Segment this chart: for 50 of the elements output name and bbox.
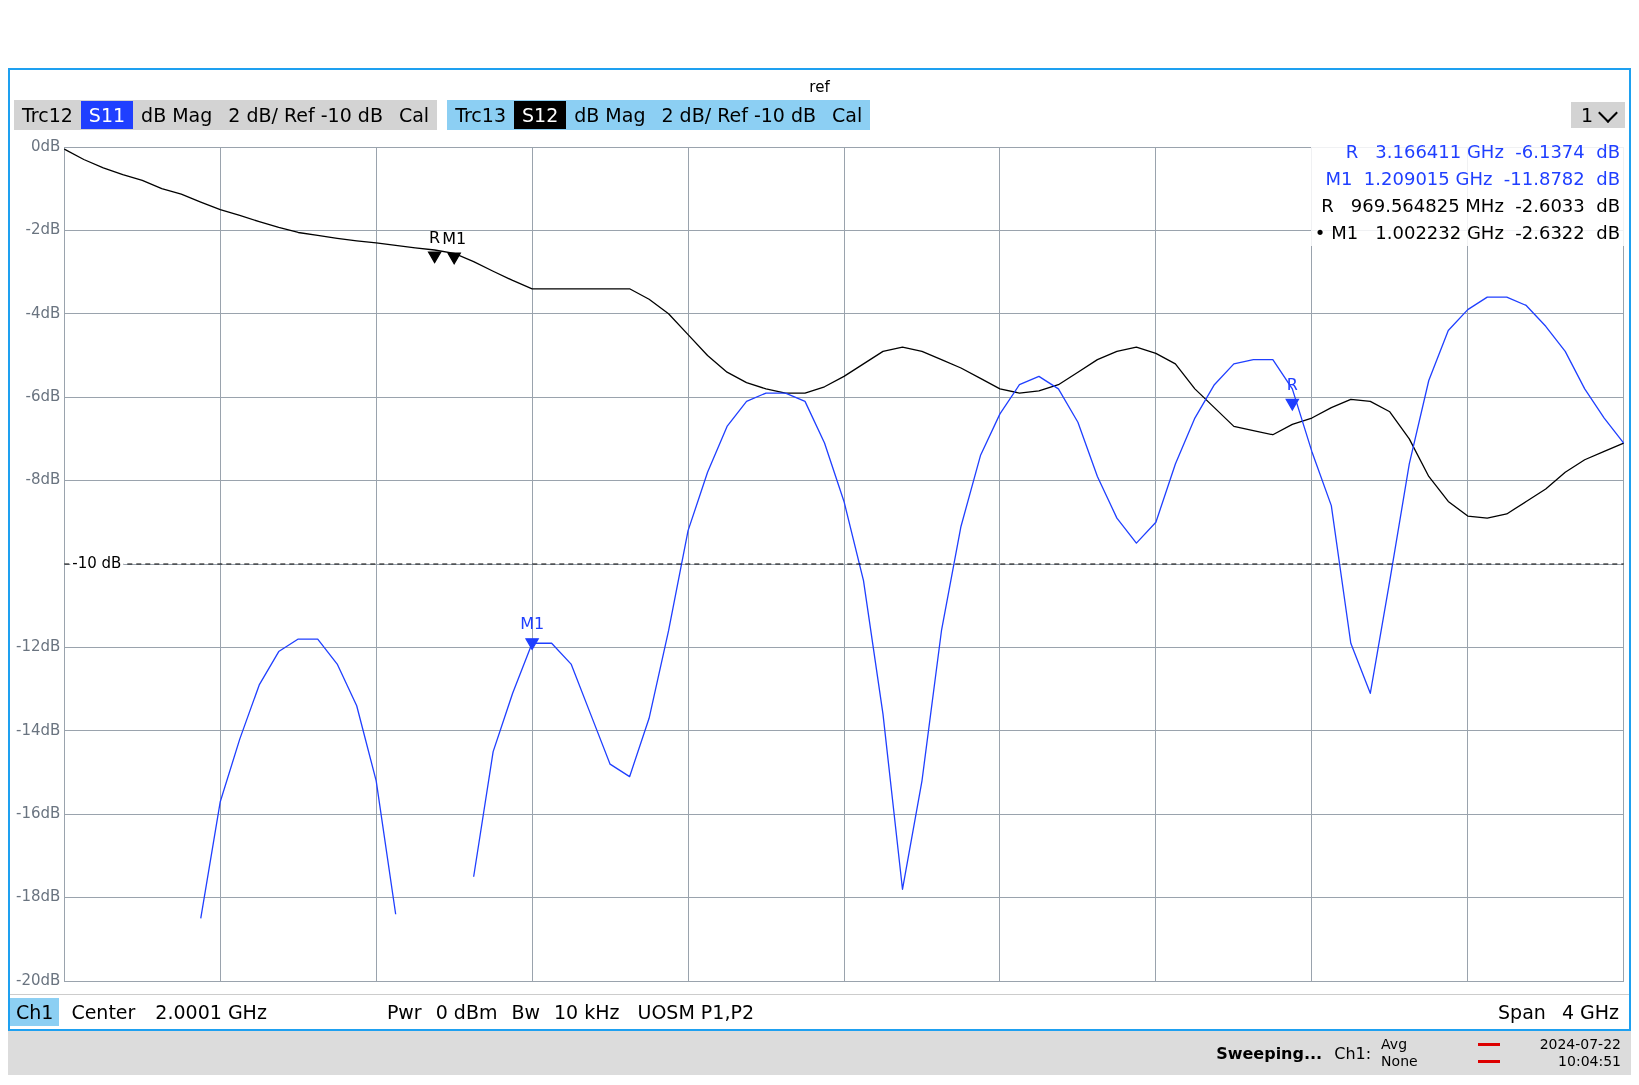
text: Cal: [397, 104, 431, 126]
y-tick-label: -6dB: [25, 387, 61, 406]
text: 10:04:51: [1558, 1053, 1621, 1070]
text: 2 dB/ Ref -10 dB: [660, 104, 818, 126]
text: Ch1:: [1334, 1043, 1372, 1063]
y-tick-label: -20dB: [16, 970, 61, 989]
text: Avg: [1381, 1036, 1409, 1053]
text: Sweeping...: [1216, 1043, 1323, 1063]
y-tick-label: -14dB: [16, 720, 61, 739]
text: Center: [71, 1001, 136, 1023]
text: Trc12: [21, 104, 74, 126]
point: [525, 638, 539, 650]
text: Bw: [511, 1001, 540, 1023]
text: None: [1381, 1053, 1418, 1070]
text: 2.0001 GHz: [155, 1001, 267, 1023]
text: Ch1: [10, 998, 60, 1026]
y-tick-label: -12dB: [16, 637, 61, 656]
annotation: R 3.166411 GHz -6.1374 dB: [1344, 140, 1620, 164]
text: 0 dBm: [435, 1001, 498, 1023]
text: 2 dB/ Ref -10 dB: [227, 104, 384, 126]
ref-line-label: -10 dB: [72, 553, 122, 572]
text: 1: [1580, 104, 1593, 126]
y-tick-label: -4dB: [25, 303, 61, 322]
data-label: R: [429, 227, 441, 247]
text: UOSM P1,P2: [637, 1001, 754, 1023]
text: Pwr: [386, 1001, 422, 1023]
annotation: • M1 1.002232 GHz -2.6322 dB: [1314, 221, 1620, 245]
text: Trc13: [454, 104, 507, 126]
point: [427, 251, 442, 264]
text: S12: [513, 101, 567, 129]
y-tick-label: -18dB: [16, 887, 61, 906]
text: Span: [1498, 1001, 1546, 1023]
annotation: M1 1.209015 GHz -11.8782 dB: [1324, 167, 1620, 191]
data-label: M1: [442, 228, 467, 248]
y-tick-label: 0dB: [30, 136, 61, 155]
text: S11: [80, 101, 134, 129]
data-label: R: [1286, 375, 1298, 395]
point: [1285, 398, 1300, 411]
text: dB Mag: [573, 104, 647, 126]
text: 4 GHz: [1561, 1001, 1619, 1023]
annotation: R 969.564825 MHz -2.6033 dB: [1320, 194, 1620, 218]
y-tick-label: -8dB: [25, 470, 61, 489]
text: 2024-07-22: [1539, 1036, 1621, 1053]
text: 10 kHz: [554, 1001, 620, 1023]
text: Cal: [831, 104, 864, 126]
y-tick-label: -2dB: [25, 220, 61, 239]
y-tick-label: -16dB: [16, 804, 61, 823]
text: dB Mag: [140, 104, 214, 126]
chart-title: ref: [808, 77, 831, 98]
data-label: M1: [520, 614, 545, 634]
